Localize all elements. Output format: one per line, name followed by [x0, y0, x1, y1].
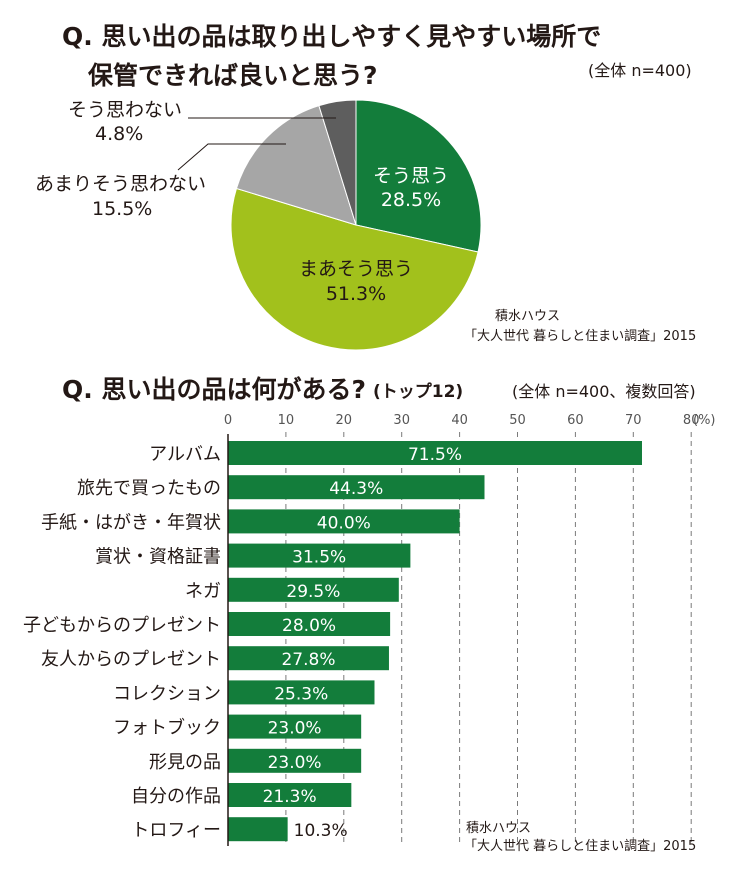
- pie-label-somewhat-agree: まあそう思う: [299, 258, 413, 280]
- x-tick-60: 60: [567, 413, 584, 428]
- category-label-9: 形見の品: [149, 752, 221, 773]
- bar-title: Q. 思い出の品は何がある?: [62, 375, 366, 404]
- pie-slice-1: [230, 187, 479, 351]
- value-label-10: 21.3%: [263, 787, 317, 807]
- pie-title-line1: Q. 思い出の品は取り出しやすく見やすい場所で: [62, 22, 601, 51]
- bar-7: [228, 680, 375, 705]
- bar-0: [228, 441, 642, 465]
- x-tick-70: 70: [625, 413, 642, 428]
- x-tick-0: 0: [224, 413, 232, 428]
- x-tick-80: 80: [683, 413, 700, 428]
- category-label-4: ネガ: [185, 581, 221, 602]
- category-label-0: アルバム: [149, 444, 221, 465]
- bar-title-suffix: (トップ12): [373, 381, 463, 402]
- category-label-1: 旅先で買ったもの: [77, 478, 221, 499]
- bar-source-line2: 「大人世代 暮らしと住まい調査」2015: [464, 839, 696, 854]
- category-label-2: 手紙・はがき・年賀状: [41, 512, 221, 533]
- value-label-4: 29.5%: [286, 582, 340, 602]
- pie-label-disagree: そう思わない: [68, 99, 182, 121]
- bar-4: [228, 577, 399, 602]
- pie-label-agree: そう思う: [373, 165, 449, 187]
- pie-slice-2: [235, 105, 357, 226]
- bar-2: [228, 509, 460, 534]
- bar-sample-note: (全体 n=400、複数回答): [512, 382, 696, 401]
- value-label-11: 10.3%: [294, 821, 348, 841]
- bar-9: [228, 748, 362, 773]
- x-axis-unit: (%): [693, 413, 716, 428]
- bar-8: [228, 714, 362, 739]
- category-label-3: 賞状・資格証書: [95, 547, 221, 568]
- x-axis-ticks: 0 10 20 30 40 50 60 70 80: [224, 413, 700, 428]
- category-label-10: 自分の作品: [131, 786, 221, 807]
- category-labels: アルバム旅先で買ったもの手紙・はがき・年賀状賞状・資格証書ネガ子どもからのプレゼ…: [23, 444, 221, 841]
- value-label-6: 27.8%: [281, 650, 335, 670]
- category-label-11: トロフィー: [131, 820, 221, 841]
- x-tick-10: 10: [278, 413, 295, 428]
- leader-line-somewhat-disagree: [177, 143, 286, 171]
- x-tick-30: 30: [393, 413, 410, 428]
- pie-value-somewhat-disagree: 15.5%: [92, 198, 152, 220]
- x-tick-40: 40: [451, 413, 468, 428]
- x-tick-20: 20: [336, 413, 353, 428]
- bar-series: [228, 441, 642, 842]
- value-label-0: 71.5%: [408, 445, 462, 465]
- pie-slice-0: [355, 99, 482, 253]
- bar-1: [228, 475, 485, 500]
- pie-value-somewhat-agree: 51.3%: [326, 283, 386, 305]
- bar-value-labels: 71.5% 44.3% 40.0% 31.5% 29.5% 28.0% 27.8% 25.3%…: [263, 445, 462, 841]
- pie-value-disagree: 4.8%: [95, 123, 143, 145]
- bar-grid: [285, 432, 692, 846]
- bar-3: [228, 543, 411, 568]
- pie-title-line2: 保管できれば良いと思う?: [87, 61, 378, 90]
- value-label-9: 23.0%: [268, 753, 322, 773]
- pie-slice-3: [318, 99, 357, 226]
- category-label-7: コレクション: [113, 683, 221, 704]
- category-label-8: フォトブック: [113, 717, 221, 739]
- value-label-1: 44.3%: [329, 479, 383, 499]
- pie-sample-note: (全体 n=400): [588, 61, 692, 80]
- category-label-5: 子どもからのプレゼント: [23, 615, 221, 636]
- value-label-7: 25.3%: [274, 684, 328, 704]
- bar-6: [228, 646, 389, 671]
- bar-11: [228, 817, 288, 842]
- pie-source-line1: 積水ハウス: [495, 309, 560, 324]
- pie-chart: [230, 99, 482, 351]
- value-label-8: 23.0%: [268, 719, 322, 739]
- category-label-6: 友人からのプレゼント: [41, 649, 221, 670]
- value-label-5: 28.0%: [282, 616, 336, 636]
- bar-source-line1: 積水ハウス: [466, 821, 531, 836]
- pie-label-somewhat-disagree: あまりそう思わない: [35, 173, 206, 195]
- value-label-2: 40.0%: [317, 513, 371, 533]
- pie-source-line2: 「大人世代 暮らしと住まい調査」2015: [464, 329, 696, 344]
- pie-value-agree: 28.5%: [381, 189, 441, 211]
- value-label-3: 31.5%: [292, 548, 346, 568]
- bar-10: [228, 783, 352, 807]
- bar-5: [228, 612, 391, 636]
- x-tick-50: 50: [509, 413, 526, 428]
